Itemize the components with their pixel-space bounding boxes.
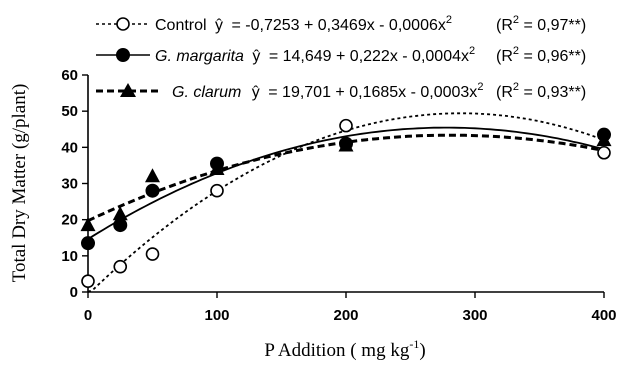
legend-eq-sup-margarita: 2 [469, 45, 475, 57]
point-control [597, 145, 611, 160]
point-control [113, 259, 128, 274]
y-tick-label: 40 [61, 139, 78, 156]
y-tick-label: 50 [61, 103, 78, 120]
legend-yhat-control: ŷ [215, 17, 223, 34]
point-clarum [80, 217, 96, 232]
point-margarita [113, 218, 128, 233]
legend-r2-value-margarita: = 0,96**) [519, 48, 586, 65]
legend-marker-control [116, 17, 130, 31]
legend-item-clarum: G. clarum ŷ = 19,701 + 0,1685x - 0,0003x… [96, 81, 586, 101]
y-tick-label: 20 [61, 212, 78, 229]
legend-yhat-margarita: ŷ [252, 48, 260, 65]
plot-area: 0 10 20 30 40 50 60 0 100 200 300 400 [61, 67, 616, 324]
legend-r2-value-control: = 0,97**) [519, 17, 586, 34]
legend-item-margarita: G. margarita ŷ = 14,649 + 0,222x - 0,000… [96, 45, 586, 65]
legend-label-clarum: G. clarum [172, 84, 241, 101]
legend-marker-margarita [116, 48, 130, 62]
legend-label-control: Control [155, 17, 207, 34]
legend-equation-clarum: = 19,701 + 0,1685x - 0,0003x [268, 84, 477, 101]
point-control [339, 118, 353, 133]
point-clarum [338, 137, 354, 152]
point-clarum [112, 206, 128, 221]
legend-equation-margarita: = 14,649 + 0,222x - 0,0004x [269, 48, 469, 65]
point-control [210, 183, 224, 198]
legend-r2-label-control: (R [496, 17, 513, 34]
legend-r2-label-margarita: (R [496, 48, 513, 65]
point-clarum [209, 161, 225, 176]
legend-r2-label-clarum: (R [496, 84, 513, 101]
y-axis-title: Total Dry Matter (g/plant) [9, 84, 30, 283]
legend-yhat-clarum: ŷ [252, 84, 260, 101]
legend-r2-sup-clarum: 2 [513, 81, 519, 93]
svg-text:(R2 = 0,93**): (R2 = 0,93**) [496, 81, 586, 101]
point-margarita [81, 236, 95, 251]
svg-text:(R2 = 0,96**): (R2 = 0,96**) [496, 45, 586, 65]
x-tick-label: 300 [462, 307, 487, 324]
x-tick-label: 100 [204, 307, 229, 324]
legend-equation-control: = -0,7253 + 0,3469x - 0,0006x [231, 17, 445, 34]
y-tick-label: 30 [61, 176, 78, 193]
x-tick-label: 400 [591, 307, 616, 324]
svg-text:Control ŷ = -0: Control ŷ = -0,7253 + 0,3469x - 0,0006x2 [155, 14, 452, 34]
x-axis-title-end: ) [419, 340, 425, 361]
point-clarum [596, 132, 612, 147]
legend-r2-sup-control: 2 [513, 14, 519, 26]
legend-r2-sup-margarita: 2 [513, 45, 519, 57]
svg-text:(R2 = 0,97**): (R2 = 0,97**) [496, 14, 586, 34]
point-clarum [145, 168, 160, 183]
legend-marker-clarum [120, 83, 136, 97]
legend-label-margarita: G. margarita [155, 48, 244, 65]
y-tick-label: 0 [70, 284, 78, 301]
point-control [145, 247, 160, 261]
x-tick-label: 200 [333, 307, 358, 324]
x-axis-title-sup: -1 [409, 337, 419, 351]
x-tick-label: 0 [84, 307, 92, 324]
svg-text:G. margarita ŷ: G. margarita ŷ = 14,649 + 0,222x - 0,000… [155, 45, 475, 65]
x-axis-title-main: P Addition ( mg kg [264, 340, 409, 361]
point-control [81, 274, 95, 288]
legend: Control ŷ = -0,7253 + 0,3469x - 0,0006x2… [96, 14, 586, 101]
legend-eq-sup-clarum: 2 [477, 81, 483, 93]
point-margarita [145, 183, 160, 198]
y-tick-label: 60 [61, 67, 78, 84]
legend-eq-sup-control: 2 [446, 14, 452, 26]
y-tick-label: 10 [61, 248, 78, 265]
svg-text:G. clarum ŷ =: G. clarum ŷ = 19,701 + 0,1685x - 0,0003x… [172, 81, 483, 101]
fit-curve-1 [87, 126, 605, 240]
legend-r2-value-clarum: = 0,93**) [519, 84, 586, 101]
x-axis-title: P Addition ( mg kg-1) [264, 337, 425, 361]
legend-item-control: Control ŷ = -0,7253 + 0,3469x - 0,0006x2… [96, 14, 586, 34]
